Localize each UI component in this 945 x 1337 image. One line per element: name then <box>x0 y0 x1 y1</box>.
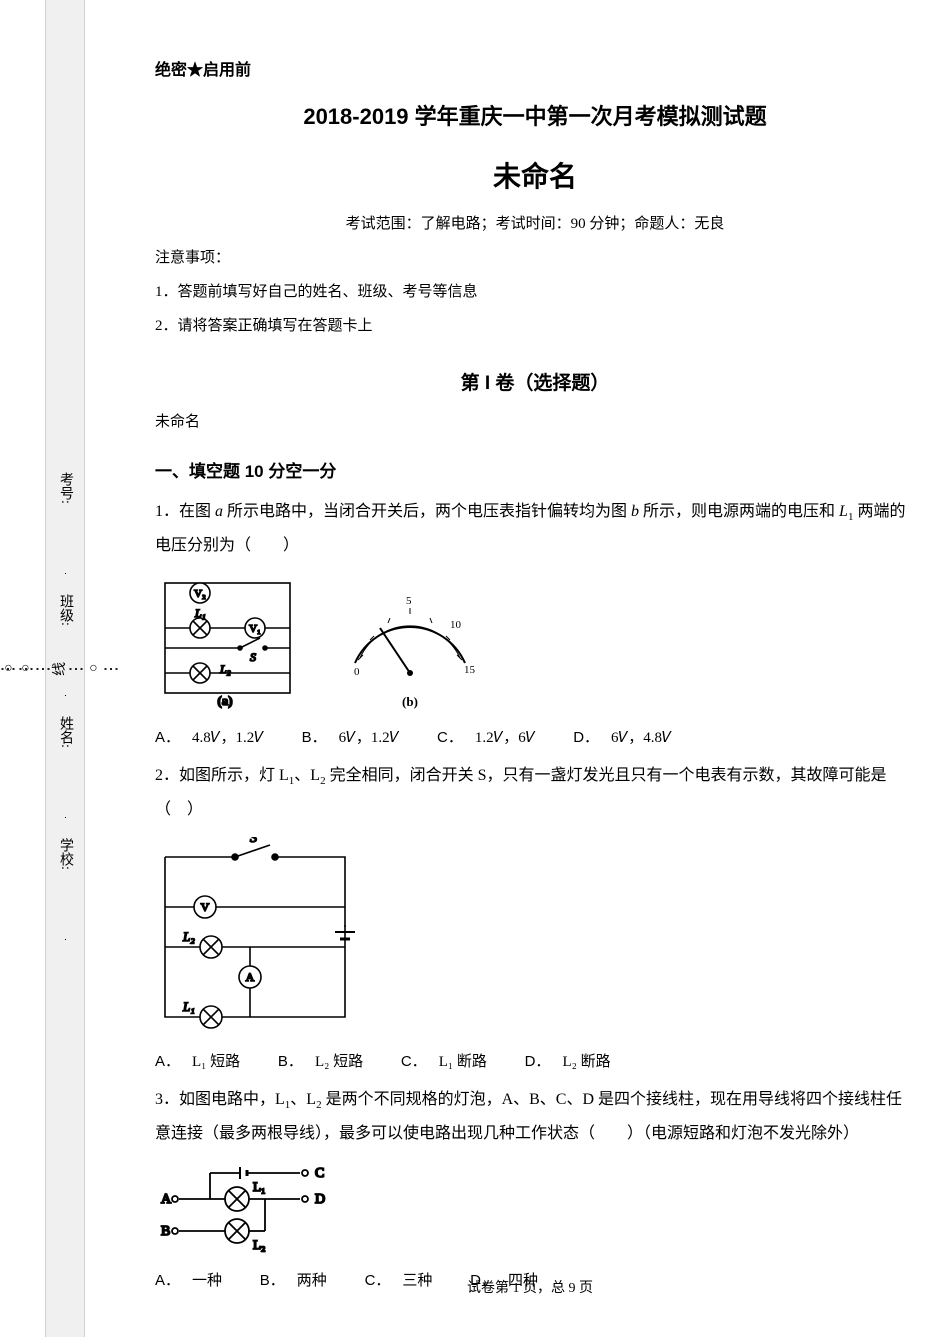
student-fields: 考号: 班级: 姓名: 学校: <box>50 420 80 950</box>
inner-char: 订 <box>0 662 1 676</box>
q2-opt-d: D．L₂ 断路 <box>525 1047 611 1077</box>
q3-text: 3．如图电路中，L <box>155 1091 285 1108</box>
svg-text:(a): (a) <box>217 693 232 708</box>
svg-text:C: C <box>315 1166 324 1181</box>
q2-figure: S V L₂ A L₁ <box>155 837 915 1037</box>
opt-text: 6𝑉，4.8𝑉 <box>611 730 672 746</box>
question-2: 2．如图所示，灯 L1、L2 完全相同，闭合开关 S，只有一盏灯发光且只有一个电… <box>155 759 915 827</box>
svg-text:L₁: L₁ <box>253 1179 265 1194</box>
svg-text:5: 5 <box>406 595 412 607</box>
q2-opt-a: A．L₁ 短路 <box>155 1047 240 1077</box>
note-2: 2．请将答案正确填写在答题卡上 <box>155 311 915 341</box>
svg-text:L₂: L₂ <box>182 929 195 944</box>
q1-text: 所示，则电源两端的电压和 <box>639 503 839 520</box>
exam-info: 考试范围：了解电路；考试时间：90 分钟；命题人：无良 <box>155 209 915 239</box>
q1-options: A．4.8𝑉，1.2𝑉 B．6𝑉，1.2𝑉 C．1.2𝑉，6𝑉 D．6𝑉，4.8… <box>155 723 915 753</box>
q1-text: 所示电路中，当闭合开关后，两个电压表指针偏转均为图 <box>223 503 631 520</box>
q2-text: 2．如图所示，灯 L <box>155 767 289 784</box>
svg-text:A: A <box>246 970 255 984</box>
opt-text: L₂ 短路 <box>315 1054 363 1070</box>
svg-text:V: V <box>201 900 210 914</box>
opt-text: 1.2𝑉，6𝑉 <box>475 730 536 746</box>
svg-text:0: 0 <box>354 666 360 678</box>
q1-L: L <box>839 503 848 520</box>
q1-opt-c: C．1.2𝑉，6𝑉 <box>437 723 535 753</box>
q2-opt-b: B．L₂ 短路 <box>278 1047 363 1077</box>
field-exam-id: 考号: <box>55 472 75 574</box>
svg-text:S: S <box>250 650 256 664</box>
unnamed-label: 未命名 <box>155 407 915 437</box>
inner-char: 线 <box>49 662 69 676</box>
svg-text:(b): (b) <box>402 694 418 709</box>
page-footer: 试卷第 1 页，总 9 页 <box>150 1277 910 1297</box>
section-1-title: 第 I 卷（选择题） <box>155 365 915 403</box>
svg-text:L₁: L₁ <box>194 606 206 620</box>
svg-text:B: B <box>161 1224 170 1239</box>
field-name: 姓名: <box>55 716 75 818</box>
svg-text:15: 15 <box>464 664 475 676</box>
q2-opt-c: C．L₁ 断路 <box>401 1047 487 1077</box>
title-sub: 未命名 <box>155 149 915 205</box>
field-class: 班级: <box>55 594 75 696</box>
fill-section-heading: 一、填空题 10 分空一分 <box>155 455 915 489</box>
opt-text: 6𝑉，1.2𝑉 <box>339 730 400 746</box>
binding-margin: 考号: 班级: 姓名: 学校: ⋮○ ⋮ 外 ⋮○ ⋮ 装 ⋮○ ⋮ 订 ⋮○ … <box>0 0 150 1337</box>
secret-label: 绝密★启用前 <box>155 55 915 87</box>
notes-label: 注意事项： <box>155 243 915 273</box>
q2-options: A．L₁ 短路 B．L₂ 短路 C．L₁ 断路 D．L₂ 断路 <box>155 1047 915 1077</box>
opt-text: 4.8𝑉，1.2𝑉 <box>192 730 264 746</box>
note-1: 1．答题前填写好自己的姓名、班级、考号等信息 <box>155 277 915 307</box>
field-label: 考号: <box>58 472 73 504</box>
question-1: 1．在图 a 所示电路中，当闭合开关后，两个电压表指针偏转均为图 b 所示，则电… <box>155 495 915 563</box>
opt-text: L₂ 断路 <box>562 1054 610 1070</box>
q1-text: 1．在图 <box>155 503 215 520</box>
page-content: 绝密★启用前 2018-2019 学年重庆一中第一次月考模拟测试题 未命名 考试… <box>155 55 915 1296</box>
q2-text: 、L <box>294 767 320 784</box>
svg-text:V₁: V₁ <box>249 623 261 635</box>
q1-figure: V₂ L₁ V₁ S L₂ (a) <box>155 573 915 713</box>
field-label: 学校: <box>58 838 73 870</box>
q1-opt-a: A．4.8𝑉，1.2𝑉 <box>155 723 264 753</box>
q1-italic-b: b <box>631 503 639 520</box>
opt-text: L₁ 断路 <box>439 1054 487 1070</box>
title-main: 2018-2019 学年重庆一中第一次月考模拟测试题 <box>155 95 915 139</box>
opt-text: L₁ 短路 <box>192 1054 240 1070</box>
question-3: 3．如图电路中，L1、L2 是两个不同规格的灯泡，A、B、C、D 是四个接线柱，… <box>155 1083 915 1151</box>
q1-opt-d: D．6𝑉，4.8𝑉 <box>573 723 671 753</box>
q1-italic-a: a <box>215 503 223 520</box>
svg-text:S: S <box>250 837 257 846</box>
q3-figure: C A L₁ D B L₂ <box>155 1161 915 1256</box>
svg-text:D: D <box>315 1192 325 1207</box>
svg-text:L₂: L₂ <box>253 1237 265 1252</box>
field-label: 班级: <box>58 594 73 626</box>
field-label: 姓名: <box>58 716 73 748</box>
q3-text: 、L <box>290 1091 316 1108</box>
svg-text:A: A <box>161 1192 172 1207</box>
svg-text:L₂: L₂ <box>219 662 231 676</box>
inner-fold-line: ⋮○ ⋮ 内 ⋮○ ⋮ 装 ⋮○ ⋮ 订 ⋮○ ⋮ 线 ⋮○ ⋮ <box>100 0 120 1337</box>
field-school: 学校: <box>55 838 75 940</box>
svg-text:10: 10 <box>450 619 462 631</box>
svg-text:L₁: L₁ <box>182 999 195 1014</box>
svg-text:V₂: V₂ <box>194 588 206 600</box>
q1-opt-b: B．6𝑉，1.2𝑉 <box>302 723 400 753</box>
